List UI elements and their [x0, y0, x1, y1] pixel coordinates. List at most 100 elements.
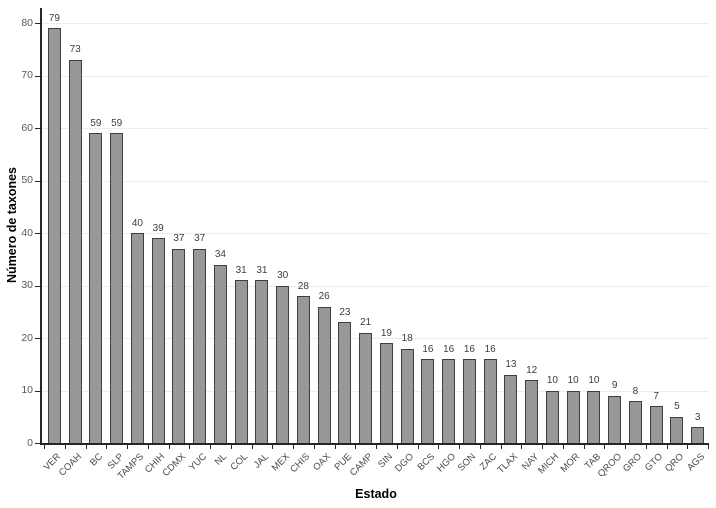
x-tickmark — [708, 445, 709, 449]
x-tickmark — [438, 445, 440, 449]
bar-value-label: 37 — [173, 233, 185, 245]
bar — [462, 359, 476, 443]
bar-value-label: 37 — [194, 233, 206, 245]
bar — [172, 248, 186, 443]
x-tickmark — [251, 445, 253, 449]
y-tickmark — [35, 338, 40, 339]
bar-value-label: 28 — [297, 280, 309, 292]
bar-value-label: 8 — [632, 385, 639, 397]
x-tickmark — [230, 445, 232, 449]
x-tickmark — [64, 445, 66, 449]
y-gridline — [41, 75, 708, 77]
bar — [193, 248, 207, 443]
y-tickmark — [35, 390, 40, 392]
x-tickmark — [500, 445, 502, 449]
y-tick-label: 50 — [21, 174, 33, 186]
bar — [130, 233, 144, 443]
x-tickmark — [293, 445, 294, 449]
x-tickmark — [313, 445, 315, 449]
x-tickmark — [168, 445, 170, 449]
bar-value-label: 40 — [131, 217, 143, 229]
bar-value-label: 26 — [318, 291, 330, 302]
bar — [379, 343, 393, 443]
bar-value-label: 59 — [90, 117, 102, 129]
bar-value-label: 39 — [152, 222, 164, 234]
x-tickmark — [189, 445, 191, 449]
bar — [110, 133, 124, 443]
bar — [359, 332, 373, 443]
x-tickmark — [334, 445, 336, 449]
bar-value-label: 73 — [69, 44, 81, 56]
bar-value-label: 5 — [674, 401, 680, 413]
x-tickmark — [479, 445, 481, 449]
bar — [525, 380, 539, 443]
bar-value-label: 31 — [256, 264, 268, 276]
x-axis-line — [40, 443, 709, 445]
bar — [151, 238, 165, 443]
bar-value-label: 12 — [526, 364, 538, 376]
bar — [400, 348, 414, 443]
x-tickmark — [521, 445, 523, 449]
x-tickmark — [604, 445, 606, 449]
y-gridline — [41, 285, 708, 287]
y-tickmark — [35, 443, 40, 444]
bar-value-label: 13 — [505, 359, 517, 371]
y-tick-label: 40 — [21, 226, 33, 239]
y-tick-label: 30 — [21, 279, 33, 291]
bar — [213, 264, 227, 443]
bar — [421, 359, 435, 443]
x-tickmark — [396, 445, 398, 449]
x-tickmark — [666, 445, 668, 449]
y-gridline — [41, 128, 708, 129]
y-axis-line — [40, 8, 42, 443]
x-tickmark — [127, 445, 128, 449]
y-tick-label: 0 — [27, 436, 33, 449]
bar-value-label: 10 — [567, 375, 579, 386]
bar-value-label: 59 — [111, 117, 123, 129]
bar-value-label: 31 — [235, 264, 247, 276]
bar — [47, 28, 61, 443]
y-tickmark — [35, 23, 40, 24]
y-gridline — [41, 338, 708, 339]
y-tickmark — [35, 128, 40, 129]
x-tickmark — [542, 445, 543, 449]
x-tickmark — [645, 445, 647, 449]
y-tick-label: 20 — [21, 331, 33, 344]
x-tickmark — [417, 445, 419, 449]
bar — [670, 416, 684, 443]
bar-value-label: 16 — [484, 343, 496, 355]
y-gridline — [41, 180, 708, 182]
x-tickmark — [85, 445, 87, 449]
bar — [483, 359, 497, 443]
bar-value-label: 10 — [546, 375, 558, 386]
bar — [68, 59, 82, 443]
x-tickmark — [583, 445, 585, 449]
bar — [89, 133, 103, 443]
x-tickmark — [376, 445, 377, 449]
y-tickmark — [35, 180, 40, 182]
bar — [566, 390, 580, 443]
bar — [628, 401, 642, 443]
y-gridline — [41, 390, 708, 392]
bar-value-label: 16 — [463, 343, 475, 355]
bar-value-label: 23 — [339, 306, 351, 318]
bar-value-label: 9 — [611, 380, 618, 392]
bar-value-label: 79 — [48, 12, 60, 24]
x-tickmark — [625, 445, 626, 449]
bar-value-label: 21 — [360, 317, 372, 329]
y-tickmark — [35, 75, 40, 77]
y-tick-label: 70 — [21, 69, 33, 81]
bar — [608, 395, 622, 443]
x-tickmark — [147, 445, 149, 449]
bar-value-label: 16 — [422, 343, 434, 355]
bar-value-label: 19 — [380, 327, 392, 339]
bar — [234, 280, 248, 443]
bar-value-label: 18 — [401, 333, 413, 344]
x-tickmark — [687, 445, 689, 449]
bar-value-label: 10 — [588, 375, 600, 386]
bar — [545, 390, 559, 443]
x-tickmark — [106, 445, 108, 449]
x-tickmark — [459, 445, 460, 449]
